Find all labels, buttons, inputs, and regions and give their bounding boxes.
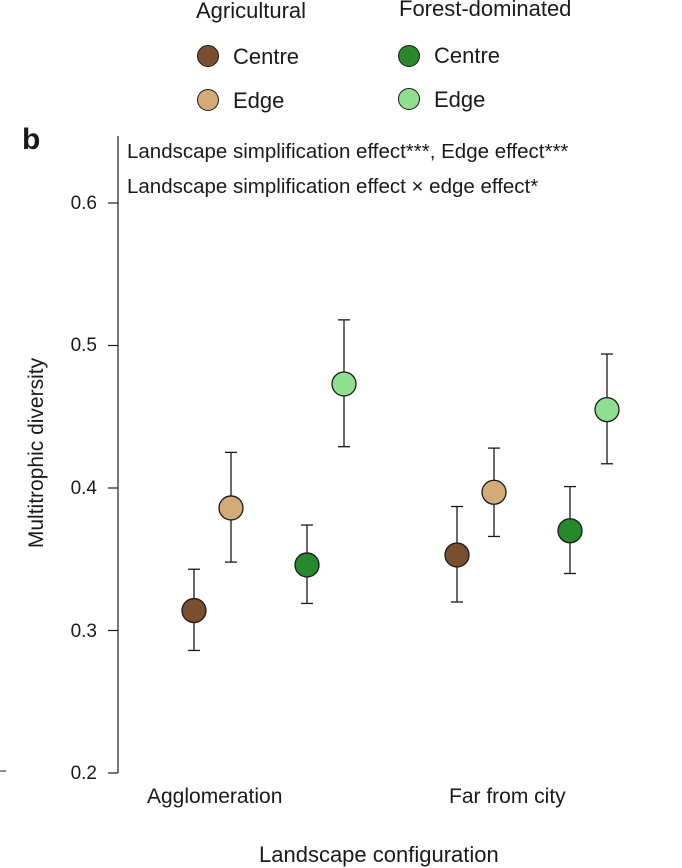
- legend-marker-agri-edge: [197, 89, 219, 111]
- legend-marker-forest-centre: [398, 45, 420, 67]
- point-forest-edge-agglomeration: [331, 371, 357, 397]
- y-tick-label: 0.5: [70, 335, 97, 356]
- legend-label-agri-edge: Edge: [233, 88, 285, 113]
- panel-label: b: [22, 123, 41, 156]
- point-forest-edge-far-from-city: [594, 396, 620, 423]
- y-tick-label: 0.4: [70, 478, 97, 499]
- point-forest-centre-far-from-city: [557, 518, 583, 544]
- point-agri-edge-far-from-city: [481, 479, 507, 505]
- annotation-main-effects: Landscape simplification effect***, Edge…: [127, 140, 569, 163]
- point-agri-centre-agglomeration: [181, 597, 207, 624]
- legend-label-forest-centre: Centre: [434, 43, 501, 68]
- legend-marker-forest-edge: [398, 88, 420, 110]
- y-tick-label: 0.2: [70, 763, 97, 784]
- annotation-interaction: Landscape simplification effect × edge e…: [127, 175, 539, 198]
- y-tick-label: 0.3: [70, 621, 97, 642]
- legend-title-agricultural: Agricultural: [196, 0, 307, 23]
- legend-marker-agri-centre: [197, 45, 219, 67]
- legend-title-forest: Forest-dominated: [399, 0, 572, 21]
- legend-label-forest-edge: Edge: [434, 87, 486, 112]
- point-forest-centre-agglomeration: [294, 552, 320, 578]
- y-tick-label: 0.6: [70, 193, 97, 214]
- point-agri-centre-far-from-city: [444, 542, 470, 568]
- point-agri-edge-agglomeration: [218, 495, 244, 521]
- x-tick-label-far-from-city: Far from city: [449, 785, 566, 808]
- x-axis-label: Landscape configuration: [259, 842, 499, 867]
- legend-label-agri-centre: Centre: [233, 44, 300, 69]
- x-tick-label-agglomeration: Agglomeration: [147, 785, 283, 808]
